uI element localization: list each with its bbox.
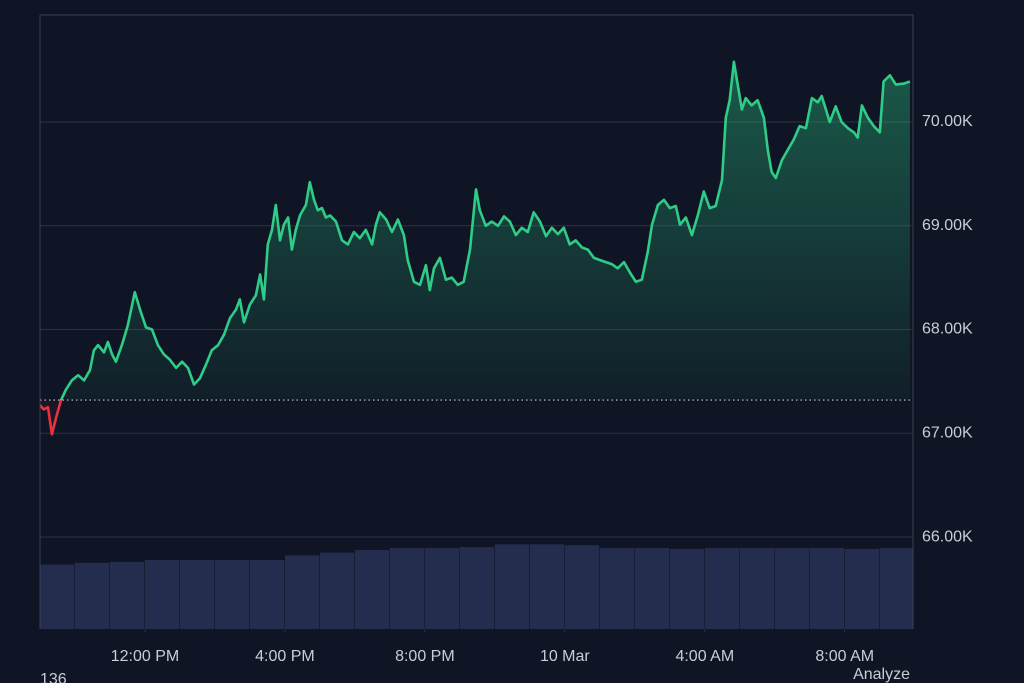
footer-right[interactable]: Analyze bbox=[853, 666, 910, 683]
volume-bar bbox=[40, 564, 75, 629]
volume-bar bbox=[879, 548, 913, 629]
volume-bar bbox=[389, 548, 425, 629]
volume-bar bbox=[844, 548, 880, 629]
volume-bar bbox=[774, 548, 810, 629]
footer-left: 136 bbox=[40, 671, 67, 683]
labels: 66.00K 67.00K 68.00K 69.00K 70.00K 12:00 PM 4:… bbox=[111, 113, 973, 665]
y-tick-label: 69.00K bbox=[922, 217, 973, 234]
volume-bar bbox=[739, 548, 775, 629]
x-tick-label: 8:00 PM bbox=[395, 648, 455, 665]
volume-bar bbox=[809, 548, 845, 629]
volume-bar bbox=[669, 548, 705, 629]
volume-bar bbox=[459, 547, 495, 629]
volume-bar bbox=[319, 552, 355, 629]
y-tick-label: 70.00K bbox=[922, 113, 973, 130]
y-tick-label: 67.00K bbox=[922, 425, 973, 442]
price-area bbox=[40, 61, 910, 435]
volume-bar bbox=[109, 561, 145, 629]
x-tick-label: 8:00 AM bbox=[815, 648, 874, 665]
x-tick-label: 4:00 PM bbox=[255, 648, 315, 665]
price-pane bbox=[40, 60, 913, 436]
volume-bar bbox=[284, 555, 320, 629]
x-tick-label: 10 Mar bbox=[540, 648, 590, 665]
volume-bar bbox=[179, 560, 215, 629]
volume-bar bbox=[494, 544, 530, 629]
volume-bar bbox=[564, 545, 600, 629]
volume-bar bbox=[424, 548, 460, 629]
volume-bar bbox=[634, 548, 670, 629]
y-tick-label: 68.00K bbox=[922, 321, 973, 338]
y-tick-label: 66.00K bbox=[922, 528, 973, 545]
volume-bar bbox=[529, 544, 565, 629]
volume-bar bbox=[249, 560, 285, 629]
volume-bar bbox=[214, 560, 250, 629]
volume-bar bbox=[599, 548, 635, 629]
volume-bar bbox=[354, 549, 390, 629]
x-tick-label: 4:00 AM bbox=[675, 648, 734, 665]
volume-bar bbox=[74, 562, 110, 629]
x-tick-label: 12:00 PM bbox=[111, 648, 179, 665]
price-line bbox=[40, 60, 911, 436]
volume-bar bbox=[144, 560, 180, 629]
volume-pane bbox=[40, 544, 913, 629]
volume-bar bbox=[704, 548, 740, 629]
